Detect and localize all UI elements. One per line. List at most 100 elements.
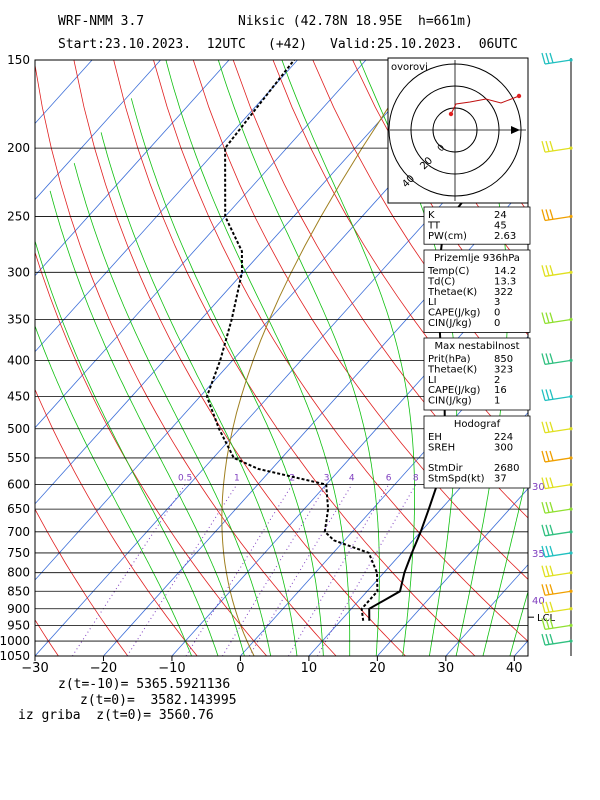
wind-barb-dot xyxy=(569,551,573,555)
pressure-tick-label: 350 xyxy=(7,313,30,327)
storm-motion-arrow xyxy=(511,126,520,134)
isotherm-line xyxy=(377,488,528,656)
wind-barb-shaft xyxy=(544,359,572,366)
max-instability-box-title: Max nestabilnost xyxy=(434,341,519,352)
pressure-tick-label: 450 xyxy=(7,389,30,403)
temperature-tick-label: 30 xyxy=(438,661,455,676)
index-label: Temp(C) xyxy=(427,266,470,277)
wind-barb-flag xyxy=(549,312,554,323)
wind-barb-dot xyxy=(569,456,573,460)
wind-barb-flag xyxy=(549,421,554,432)
footer-height-grib: iz griba z(t=0)= 3560.76 xyxy=(18,708,214,723)
moist-adiabat-line xyxy=(217,60,380,656)
wind-barb-flag xyxy=(549,353,554,364)
mixing-ratio-label: 1 xyxy=(234,474,240,484)
wind-barb-flag xyxy=(541,140,546,153)
index-label: LI xyxy=(428,375,437,386)
wind-barb-dot xyxy=(569,623,573,627)
wind-barb-flag xyxy=(545,450,550,462)
wind-barb-flag xyxy=(545,545,550,557)
index-value: 850 xyxy=(494,354,513,365)
wind-barb-dot xyxy=(569,317,573,322)
moist-adiabat-line xyxy=(49,190,245,656)
mixing-ratio-line xyxy=(126,484,238,656)
pressure-tick-label: 750 xyxy=(7,546,30,560)
index-value: 0 xyxy=(494,318,500,329)
index-value: 2 xyxy=(494,375,500,386)
pressure-tick-label: 700 xyxy=(7,525,30,539)
mixing-ratio-line xyxy=(71,484,186,656)
isotherm-line xyxy=(35,60,230,277)
mixing-ratio-line xyxy=(248,484,353,656)
wind-barb-flag xyxy=(541,353,546,365)
temperature-tick-label: 10 xyxy=(301,661,318,676)
wind-barb-dot xyxy=(569,146,573,150)
wind-barb-flag xyxy=(541,565,546,577)
wind-barb-flag xyxy=(541,501,546,514)
pressure-tick-label: 1000 xyxy=(0,634,30,648)
pressure-tick-label: 150 xyxy=(7,53,30,67)
surface-box-title: Prizemlje 936hPa xyxy=(434,253,520,264)
wind-barb-flag xyxy=(545,584,550,595)
index-label: StmDir xyxy=(428,463,463,474)
index-value: 3 xyxy=(494,297,500,308)
pressure-tick-label: 650 xyxy=(7,502,30,516)
wind-barb-flag xyxy=(545,312,550,324)
wind-barb-flag xyxy=(545,565,550,577)
isotherm-line xyxy=(35,60,367,429)
station-name: Niksic (42.78N 18.95E h=661m) xyxy=(238,14,473,29)
wind-barb-flag xyxy=(549,545,554,556)
dewpoint-profile-line xyxy=(205,60,379,621)
dry-adiabat-line xyxy=(592,60,600,656)
wind-barb-flag xyxy=(549,565,554,576)
moist-adiabat-line xyxy=(73,162,272,656)
wind-barb-dot xyxy=(569,214,573,219)
isotherm-line xyxy=(583,60,600,656)
wind-barb-flag xyxy=(549,265,554,276)
pressure-tick-label: 200 xyxy=(7,141,30,155)
wind-barb-flag xyxy=(541,312,546,324)
isotherm-line xyxy=(35,60,298,353)
index-label: Td(C) xyxy=(427,276,455,287)
index-label: TT xyxy=(427,220,441,231)
index-label: PW(cm) xyxy=(428,231,467,242)
mixing-ratio-label: 0.5 xyxy=(178,474,192,484)
wind-barb-flag xyxy=(545,209,550,221)
dry-adiabat-line xyxy=(73,60,406,656)
index-label: CIN(J/kg) xyxy=(428,318,472,329)
run-start: Start:23.10.2023. 12UTC xyxy=(58,37,246,52)
model-name: WRF-NMM 3.7 xyxy=(58,14,145,29)
pressure-tick-label: 500 xyxy=(7,422,30,436)
isotherm-line xyxy=(103,183,528,656)
mixing-ratio-line xyxy=(316,484,417,656)
wind-barb-flag xyxy=(545,601,550,613)
wind-barb-flag xyxy=(541,633,546,646)
index-value: 45 xyxy=(494,220,507,231)
pressure-tick-label: 900 xyxy=(7,602,30,616)
isotherm-label: 30 xyxy=(532,482,545,493)
wind-barb-dot xyxy=(569,507,573,511)
dry-adiabat-line xyxy=(35,62,337,656)
wind-barb-shaft xyxy=(544,552,572,558)
isotherm-line xyxy=(35,60,435,505)
index-label: K xyxy=(428,210,435,221)
moist-adiabat-line xyxy=(165,60,351,656)
temperature-tick-label: −20 xyxy=(90,661,117,676)
hodograph-start-dot xyxy=(448,111,454,117)
wind-barb-flag xyxy=(549,601,554,612)
wind-barb-shaft xyxy=(544,590,572,596)
index-label: Thetae(K) xyxy=(427,287,477,298)
wind-barb-flag xyxy=(545,140,550,152)
pressure-tick-label: 550 xyxy=(7,451,30,465)
indices-box xyxy=(423,206,531,245)
temperature-tick-label: 20 xyxy=(369,661,386,676)
wind-barb-flag xyxy=(541,265,546,277)
wind-barb-flag xyxy=(545,421,550,433)
wind-barb-shaft xyxy=(544,640,572,646)
wind-barb-flag xyxy=(545,265,550,276)
wind-barb-shaft xyxy=(544,483,572,490)
wind-barb-shaft xyxy=(544,624,572,630)
wind-barb-shaft xyxy=(544,428,572,434)
wind-barb-dot xyxy=(569,639,573,643)
